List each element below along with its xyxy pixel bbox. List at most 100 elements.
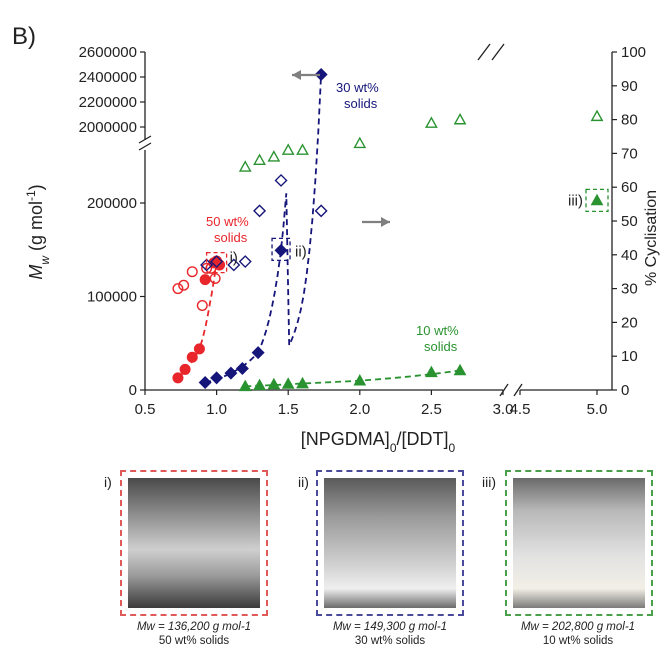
data-point-triangle-filled [425,365,438,378]
annotation-i: i) [230,250,238,267]
data-point-triangle-open [296,143,309,155]
y-left-tick-label: 100000 [87,289,137,306]
x-tick-label: 4.5 [510,401,531,418]
data-point-triangle-open [267,150,281,162]
x-tick-label: 3.0 [493,401,514,418]
y-right-tick-label: 50 [621,213,638,230]
caption-iii: Mw = 202,800 g mol-1 10 wt% solids [488,620,668,648]
annotation-10-line2: solids [424,339,458,354]
panel-label: B) [12,23,36,50]
data-point-triangle-filled [296,376,309,389]
y-axis-left-label: Mw (g mol-1) [24,184,52,279]
data-point-diamond-open [314,204,328,218]
data-point-diamond-open [227,258,241,272]
data-point-triangle-open [453,112,467,125]
caption-mw-i: Mw = 136,200 g mol-1 [136,621,252,633]
y-left-tick-label: 2000000 [79,119,137,136]
x-tick-label: 2.5 [421,401,442,418]
caption-mw-ii: Mw = 149,300 g mol-1 [332,621,448,633]
data-point-diamond-open [238,255,252,269]
annotation-30-line2: solids [344,96,378,111]
x-break-mark [513,383,523,397]
data-point-circle-open [196,300,208,312]
y-right-tick-label: 0 [621,382,629,399]
data-point-circle-open [201,262,213,274]
top-break-mark [477,43,491,61]
x-tick-label: 1.0 [206,401,227,418]
top-break-mark [491,43,505,61]
caption-ii: Mw = 149,300 g mol-1 30 wt% solids [300,620,480,648]
data-point-diamond-filled [274,243,288,257]
data-point-triangle-open [253,153,266,166]
data-point-triangle-filled [281,377,295,389]
y-right-tick-label: 60 [621,179,638,196]
data-point-diamond-open [253,204,267,218]
data-point-diamond-filled [198,376,212,390]
photo-panel-iii [505,470,653,616]
y-right-tick-label: 100 [621,44,646,61]
data-point-circle-filled [186,351,198,363]
y-right-tick-label: 40 [621,247,638,264]
y-left-tick-label: 2600000 [79,44,137,61]
data-point-circle-open [186,266,198,278]
y-right-tick-label: 30 [621,281,638,298]
data-point-triangle-open [238,160,252,172]
y-left-tick-label: 200000 [87,195,137,212]
y-left-tick-label: 2400000 [79,69,137,86]
data-point-diamond-filled [224,366,238,380]
photo-panel-i [120,470,268,616]
vial-photo-50-wt [128,478,260,608]
y-break-mark [138,135,152,144]
y-left-tick-label: 0 [129,382,137,399]
axes [138,43,617,397]
x-axis-label: [NPGDMA]0/[DDT]0 [301,429,456,455]
x-tick-label: 5.0 [587,401,608,418]
data-point-triangle-open [353,136,367,149]
highlight-box-iii [585,188,609,213]
data-point-circle-open [178,279,190,291]
x-tick-label: 0.5 [135,401,156,418]
y-right-tick-label: 90 [621,78,638,95]
caption-solids-iii: 10 wt% solids [542,635,614,647]
data-point-circle-open [209,272,221,284]
data-point-triangle-filled [253,378,266,391]
data-point-triangle-filled [353,374,367,386]
annotation-50-line2: solids [214,230,248,245]
caption-mw-iii: Mw = 202,800 g mol-1 [520,621,636,633]
data-point-diamond-filled [210,371,224,385]
fit-line-30 [204,74,322,384]
data-point-diamond-open [274,173,288,187]
annotation-30-line1: 30 wt% [336,80,379,95]
data-point-circle-filled [193,343,205,355]
highlight-box-ii [271,237,291,262]
arrow-left-axis-head [292,70,301,80]
data-point-diamond-open [200,258,214,272]
data-point-triangle-open [590,109,604,122]
x-tick-label: 2.0 [349,401,370,418]
y-right-tick-label: 80 [621,112,638,129]
y-right-tick-label: 10 [621,348,638,365]
data-point-circle-filled [199,274,211,286]
data-point-diamond-open [210,255,224,269]
data-point-diamond-filled [314,68,328,81]
highlight-box-i [205,252,228,274]
data-point-triangle-filled [267,377,281,390]
data-point-triangle-open [281,143,295,155]
data-point-triangle-filled [453,363,467,376]
caption-solids-i: 50 wt% solids [158,635,230,647]
caption-i: Mw = 136,200 g mol-1 50 wt% solids [104,620,284,648]
data-point-circle-open [172,283,184,295]
vial-photo-10-wt [513,478,645,608]
vial-photo-30-wt [324,478,456,608]
data-point-triangle-open [425,116,438,128]
annotation-ii: ii) [295,243,307,260]
photo-tag-ii: ii) [298,474,309,490]
photo-tag-iii: iii) [482,474,496,490]
x-tick-label: 1.5 [278,401,299,418]
data-point-circle-filled [172,372,184,384]
photo-tag-i: i) [104,474,112,490]
caption-solids-ii: 30 wt% solids [354,635,426,647]
y-break-mark [138,142,152,151]
